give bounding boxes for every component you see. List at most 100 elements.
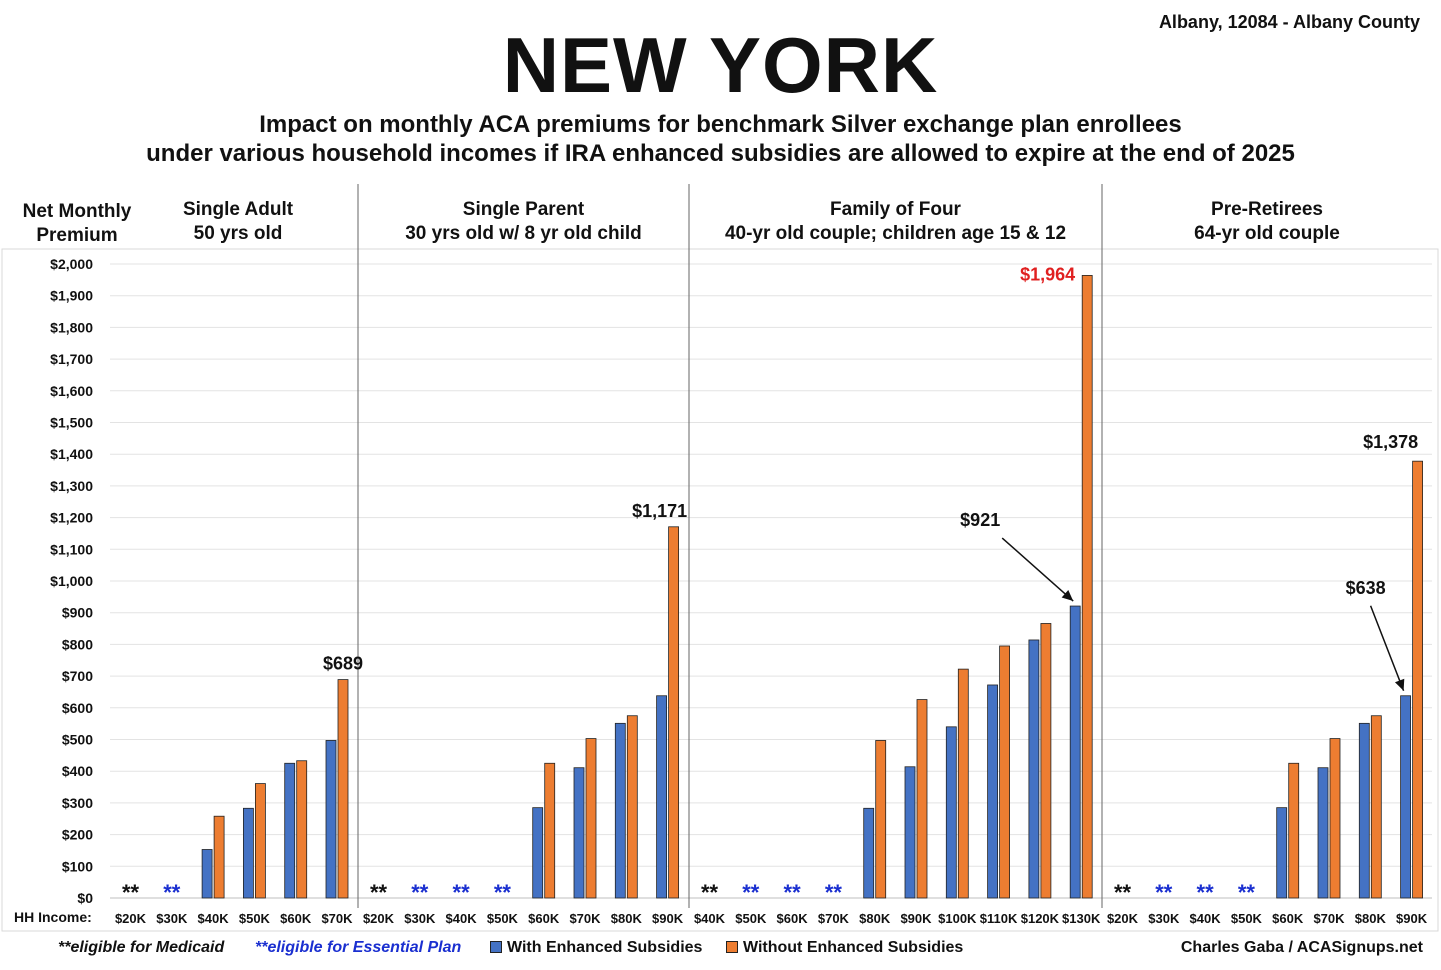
legend-item-without: Without Enhanced Subsidies [726,939,963,957]
essential-plan-marker: ** [453,880,471,905]
panel-subtitle: 50 yrs old [194,223,283,244]
bar-without-subsidies [296,760,308,899]
y-tick-label: $400 [62,763,93,779]
y-tick-label: $900 [62,605,93,621]
bar-with-subsidies [1028,639,1040,899]
bar-without-subsidies [585,738,597,899]
y-tick-label: $1,900 [50,288,93,304]
essential-plan-marker: ** [163,880,181,905]
bar-with-subsidies [1069,605,1081,899]
y-tick-label: $1,800 [50,319,93,335]
y-tick-label: $700 [62,668,93,684]
x-tick-label: $90K [1396,911,1428,926]
bar-without-subsidies [999,645,1010,899]
data-label: $638 [1346,578,1386,598]
bar-without-subsidies [1412,460,1423,899]
y-tick-label: $100 [62,858,93,874]
y-axis-label: Premium [36,225,117,246]
data-label: $921 [960,510,1000,530]
y-tick-label: $200 [62,827,93,843]
bar-without-subsidies [1288,762,1300,899]
legend-label-with: With Enhanced Subsidies [507,939,703,956]
y-tick-label: $1,100 [50,541,93,557]
bar-with-subsidies [1358,722,1370,899]
x-axis-label: HH Income: [14,909,92,925]
x-tick-label: $70K [569,911,601,926]
x-tick-label: $60K [777,911,809,926]
data-label: $1,378 [1363,432,1418,452]
x-tick-label: $50K [487,911,519,926]
y-tick-label: $500 [62,732,93,748]
x-tick-label: $80K [859,911,891,926]
y-tick-label: $1,300 [50,478,93,494]
bar-with-subsidies [242,807,254,899]
legend-item-with: With Enhanced Subsidies [490,939,702,957]
panel-subtitle: 30 yrs old w/ 8 yr old child [405,223,642,244]
x-tick-label: $70K [818,911,850,926]
bar-with-subsidies [863,807,875,899]
annotation-arrow [1001,537,1074,602]
chart-subtitle-line1: Impact on monthly ACA premiums for bench… [259,111,1182,138]
bar-without-subsidies [1370,715,1382,899]
x-tick-label: $40K [446,911,478,926]
x-tick-label: $90K [652,911,684,926]
essential-plan-marker: ** [1238,880,1256,905]
location-label: Albany, 12084 - Albany County [1158,12,1420,32]
x-tick-label: $40K [1190,911,1222,926]
y-tick-label: $1,700 [50,351,93,367]
y-tick-label: $1,200 [50,510,93,526]
medicaid-marker: ** [122,880,140,905]
bar-with-subsidies [987,684,998,899]
x-tick-label: $100K [938,911,977,926]
bar-with-subsidies [1276,807,1288,899]
bar-without-subsidies [544,762,556,899]
medicaid-marker: ** [1114,880,1132,905]
bar-with-subsidies [201,849,213,899]
bar-with-subsidies [614,722,626,899]
y-tick-label: $300 [62,795,93,811]
y-tick-label: $1,000 [50,573,93,589]
bar-with-subsidies [945,726,957,899]
bar-with-subsidies [656,695,667,899]
data-label: $1,171 [632,501,687,521]
bar-without-subsidies [916,699,928,899]
panel-title: Single Adult [183,199,294,220]
bar-without-subsidies [957,668,969,899]
y-tick-label: $1,600 [50,383,93,399]
bar-with-subsidies [325,740,337,899]
bar-with-subsidies [1317,767,1329,899]
essential-plan-marker: ** [411,880,429,905]
legend: **eligible for Medicaid **eligible for E… [0,939,1441,961]
bar-without-subsidies [626,715,638,899]
bar-with-subsidies [532,807,544,899]
plot-frame [1,248,1439,932]
essential-plan-marker: ** [742,880,760,905]
x-tick-label: $40K [694,911,726,926]
panel-subtitle: 40-yr old couple; children age 15 & 12 [725,223,1066,244]
bar-without-subsidies [337,679,349,899]
x-tick-label: $90K [900,911,932,926]
x-tick-label: $40K [198,911,230,926]
panel-subtitle: 64-yr old couple [1194,223,1340,244]
x-tick-label: $80K [611,911,643,926]
bar-without-subsidies [1081,275,1093,899]
x-tick-label: $20K [363,911,395,926]
legend-medicaid-note: **eligible for Medicaid [58,939,225,956]
annotation-arrow [1369,605,1405,692]
panel-title: Single Parent [463,199,585,220]
x-tick-label: $50K [1231,911,1263,926]
y-tick-label: $1,400 [50,446,93,462]
x-tick-label: $60K [528,911,560,926]
bar-with-subsidies [904,766,916,899]
bar-without-subsidies [1040,623,1052,899]
y-tick-label: $800 [62,636,93,652]
y-tick-label: $2,000 [50,256,93,272]
x-tick-label: $50K [239,911,271,926]
chart-subtitle-line2: under various household incomes if IRA e… [146,140,1295,167]
y-tick-label: $600 [62,700,93,716]
x-tick-label: $60K [280,911,312,926]
essential-plan-marker: ** [825,880,843,905]
medicaid-marker: ** [701,880,719,905]
bar-with-subsidies [284,762,296,899]
x-tick-label: $30K [404,911,436,926]
